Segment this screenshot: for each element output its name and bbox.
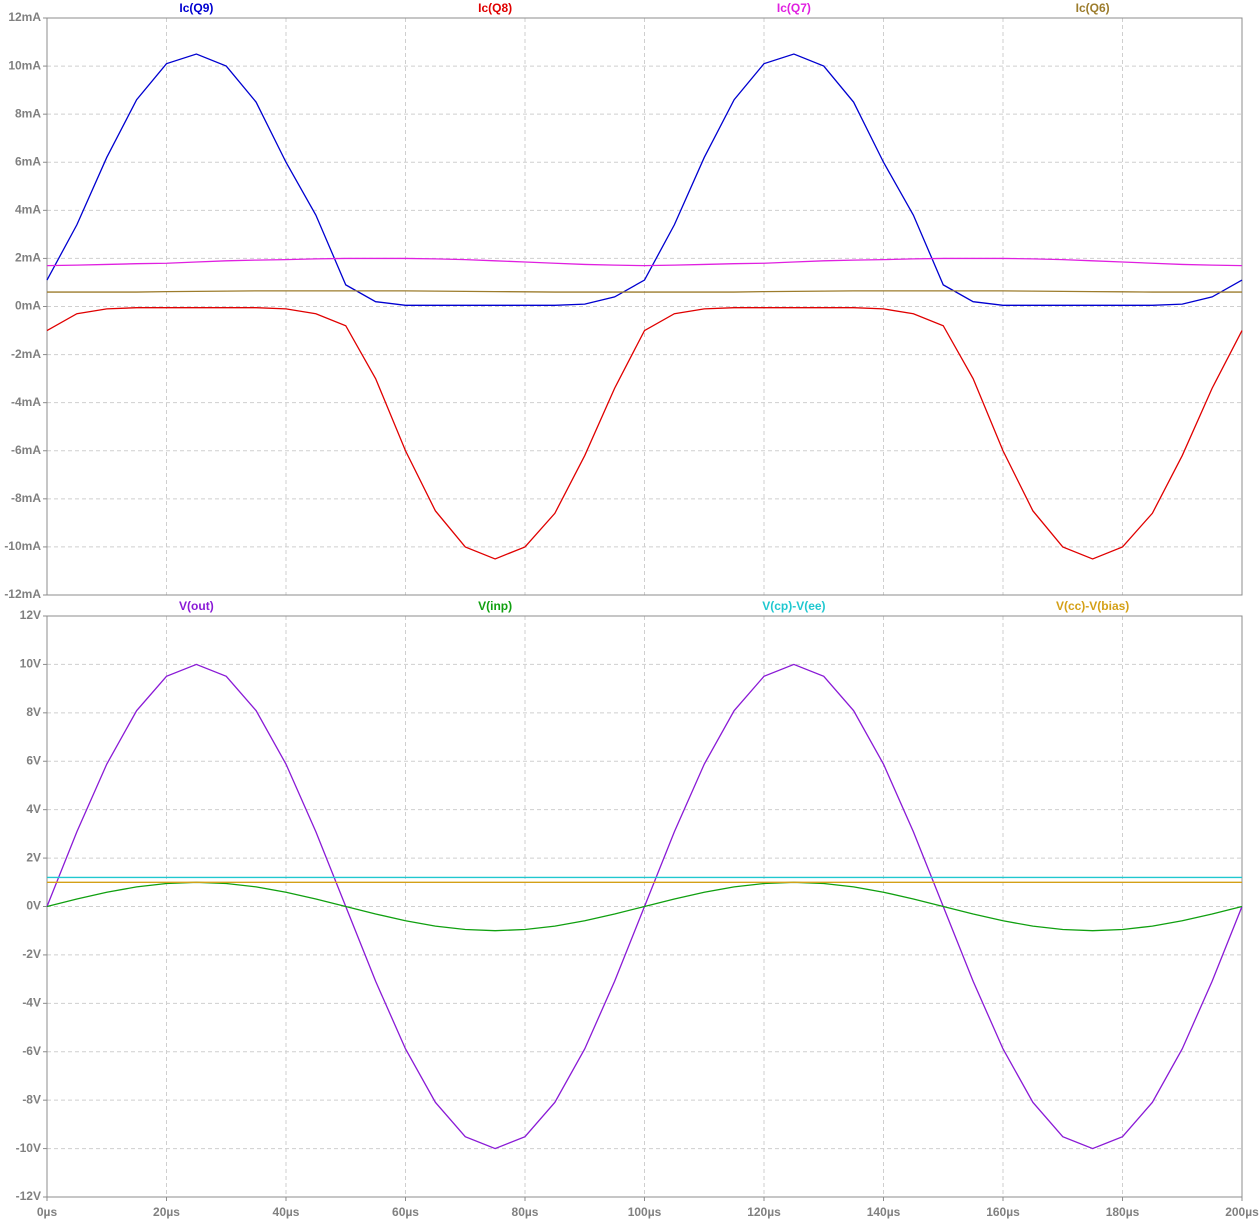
y-tick-label: -4V <box>22 996 41 1010</box>
y-tick-label: 0V <box>26 899 41 913</box>
y-tick-label: 10V <box>20 657 41 671</box>
x-tick-label: 140µs <box>867 1205 901 1219</box>
y-tick-label: 12mA <box>8 10 41 24</box>
y-tick-label: 4V <box>26 802 41 816</box>
y-tick-label: 6V <box>26 753 41 767</box>
y-tick-label: -4mA <box>11 395 41 409</box>
series-line <box>46 307 1243 560</box>
y-tick-label: 4mA <box>15 203 41 217</box>
y-tick-label: 12V <box>20 608 41 622</box>
x-tick-label: 200µs <box>1225 1205 1259 1219</box>
x-tick-label: 120µs <box>747 1205 781 1219</box>
legend-entry: Ic(Q8) <box>478 1 512 15</box>
y-tick-label: -8mA <box>11 491 41 505</box>
y-tick-label: -8V <box>22 1092 41 1106</box>
series-line <box>46 257 1243 267</box>
legend-entry: V(inp) <box>478 599 512 613</box>
y-tick-label: -2mA <box>11 347 41 361</box>
x-tick-label: 80µs <box>512 1205 539 1219</box>
legend-entry: Ic(Q6) <box>1076 1 1110 15</box>
x-tick-label: 60µs <box>392 1205 419 1219</box>
y-tick-label: 8mA <box>15 106 41 120</box>
y-tick-label: 0mA <box>15 299 41 313</box>
series-line <box>46 881 1243 932</box>
series-line <box>47 290 1242 293</box>
series-line <box>46 53 1243 306</box>
y-tick-label: 10mA <box>8 58 41 72</box>
x-tick-label: 180µs <box>1106 1205 1140 1219</box>
x-tick-label: 0µs <box>37 1205 58 1219</box>
x-tick-label: 160µs <box>986 1205 1020 1219</box>
y-tick-label: -6V <box>22 1044 41 1058</box>
y-tick-label: -10mA <box>4 539 41 553</box>
legend-entry: V(out) <box>179 599 214 613</box>
y-tick-label: 8V <box>26 705 41 719</box>
legend-entry: V(cp)-V(ee) <box>762 599 825 613</box>
legend-entry: V(cc)-V(bias) <box>1056 599 1129 613</box>
y-tick-label: 6mA <box>15 154 41 168</box>
y-tick-label: -12V <box>16 1189 41 1203</box>
x-tick-label: 40µs <box>273 1205 300 1219</box>
plot-frame <box>46 17 1243 596</box>
legend-entry: Ic(Q9) <box>179 1 213 15</box>
x-tick-label: 100µs <box>628 1205 662 1219</box>
y-tick-label: 2V <box>26 850 41 864</box>
y-tick-label: -6mA <box>11 443 41 457</box>
x-tick-label: 20µs <box>153 1205 180 1219</box>
legend-entry: Ic(Q7) <box>777 1 811 15</box>
y-tick-label: 2mA <box>15 251 41 265</box>
y-tick-label: -12mA <box>4 587 41 601</box>
y-tick-label: -2V <box>22 947 41 961</box>
y-tick-label: -10V <box>16 1141 41 1155</box>
